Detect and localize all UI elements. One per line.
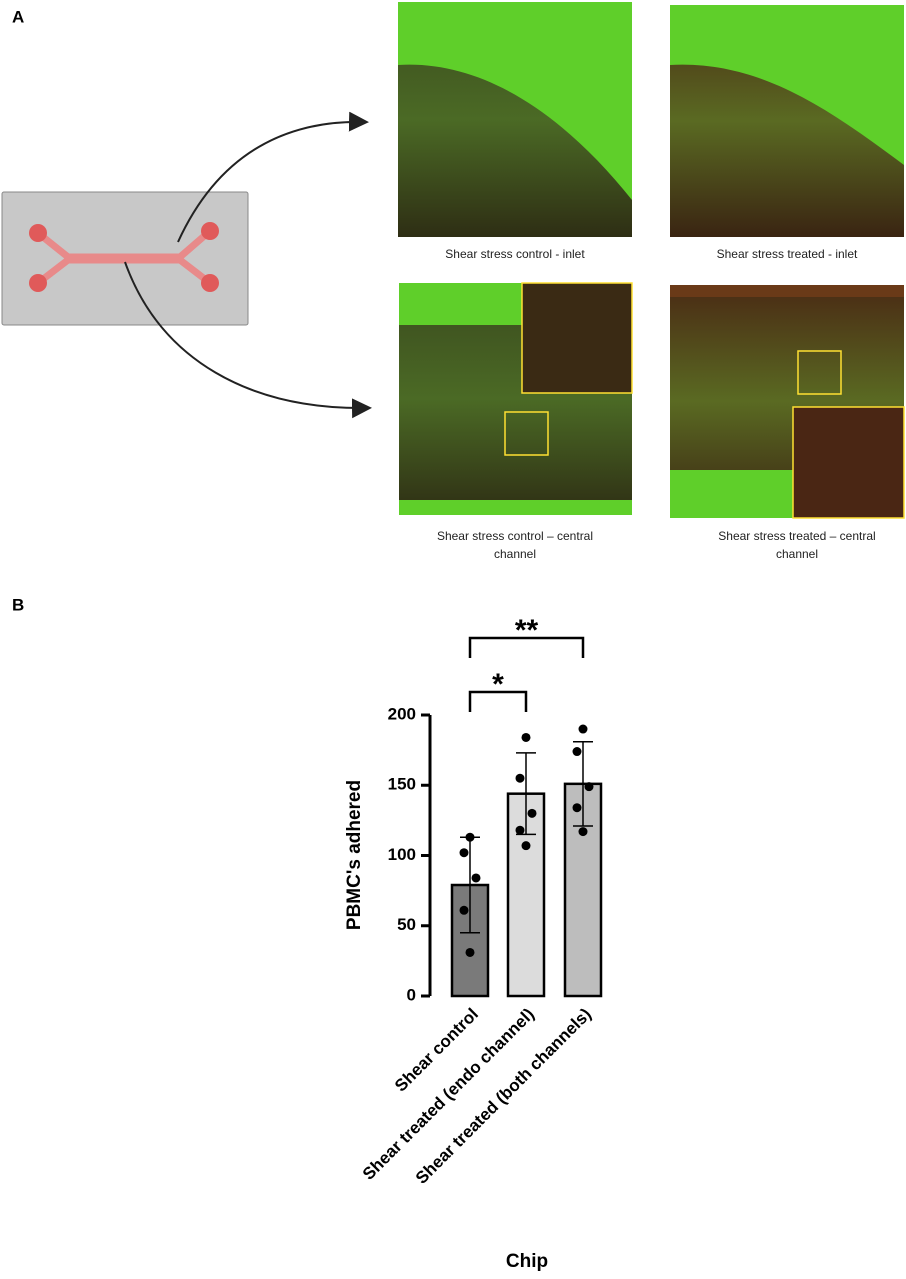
micrograph xyxy=(670,5,904,237)
micrograph xyxy=(399,282,633,515)
data-point xyxy=(572,803,582,813)
significance-label: * xyxy=(492,668,504,701)
panel-label: A xyxy=(12,7,24,26)
data-point xyxy=(578,827,588,837)
data-point xyxy=(572,747,582,757)
micrograph xyxy=(670,285,905,519)
chip-diagram xyxy=(1,111,372,419)
data-point xyxy=(515,825,525,835)
y-tick-label: 0 xyxy=(407,985,416,1004)
data-point xyxy=(521,841,531,851)
error-bar xyxy=(573,740,593,827)
data-point xyxy=(459,848,469,858)
data-point xyxy=(584,782,594,792)
panel-label: B xyxy=(12,595,24,614)
y-tick-label: 50 xyxy=(397,915,416,934)
data-point xyxy=(521,732,531,742)
data-point xyxy=(465,832,475,842)
data-point xyxy=(578,724,588,734)
caption: channel xyxy=(494,547,536,561)
caption: Shear stress control - inlet xyxy=(445,247,585,261)
data-point xyxy=(465,947,475,957)
data-point xyxy=(527,808,537,818)
y-tick-label: 200 xyxy=(388,704,416,723)
data-point xyxy=(471,873,481,883)
caption: Shear stress treated – central xyxy=(718,529,875,543)
caption: Shear stress treated - inlet xyxy=(717,247,858,261)
micrograph xyxy=(398,2,632,237)
data-point xyxy=(459,905,469,915)
y-tick-label: 150 xyxy=(388,775,416,794)
x-axis-label: Chip xyxy=(506,1251,548,1272)
caption: Shear stress control – central xyxy=(437,529,593,543)
caption: channel xyxy=(776,547,818,561)
y-axis-label: PBMC's adhered xyxy=(344,780,365,930)
significance-bracket xyxy=(468,636,585,658)
significance-bracket xyxy=(468,690,528,712)
data-point xyxy=(515,773,525,783)
significance-label: ** xyxy=(515,614,539,647)
y-tick-label: 100 xyxy=(388,845,416,864)
